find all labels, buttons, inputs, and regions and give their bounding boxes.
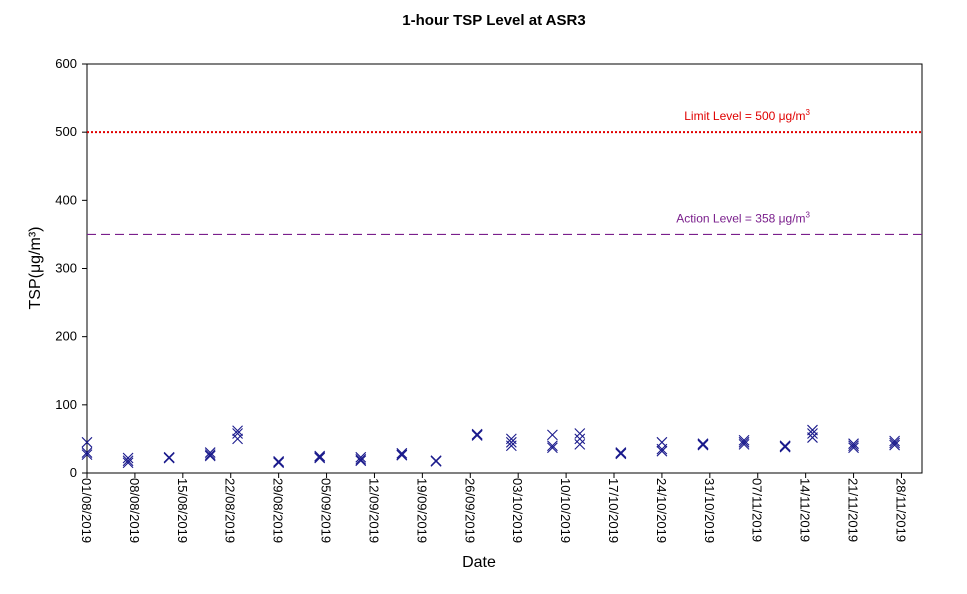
data-point (81, 449, 93, 460)
y-tick-label: 600 (55, 56, 77, 71)
data-point (574, 428, 586, 439)
x-tick-label: 28/11/2019 (893, 478, 908, 542)
data-point (471, 430, 483, 441)
data-point (314, 452, 326, 464)
reference-line-label: Limit Level = 500 μg/m3 (684, 108, 810, 123)
x-tick-label: 17/10/2019 (606, 478, 621, 543)
y-tick-label: 500 (55, 124, 77, 139)
data-point (807, 424, 818, 436)
x-tick-label: 08/08/2019 (127, 478, 142, 543)
data-points (81, 424, 901, 469)
data-point (122, 452, 134, 464)
data-point (204, 450, 216, 462)
data-point (355, 455, 367, 467)
data-point (807, 428, 818, 439)
data-point (889, 437, 901, 449)
data-point (204, 449, 216, 460)
data-point (848, 442, 859, 454)
data-point (738, 434, 750, 446)
data-point (355, 451, 367, 463)
data-point (889, 435, 901, 447)
x-axis: 01/08/2019 08/08/2019 15/08/2019 22/08/2019… (79, 473, 908, 543)
x-tick-label: 29/08/2019 (271, 478, 286, 543)
data-point (807, 432, 818, 443)
data-point (697, 438, 709, 450)
data-point (163, 452, 175, 464)
data-point (471, 428, 483, 440)
data-point (273, 456, 285, 468)
x-tick-label: 26/09/2019 (462, 478, 477, 543)
data-point (314, 450, 326, 462)
data-point (122, 455, 134, 467)
data-point (396, 447, 408, 459)
data-point (848, 438, 859, 450)
x-tick-label: 14/11/2019 (798, 478, 813, 542)
chart-title: 1-hour TSP Level at ASR3 (402, 12, 585, 29)
data-point (122, 457, 134, 469)
reference-line-label-text: Limit Level = 500 μg/m (684, 109, 805, 123)
data-point (232, 428, 243, 439)
x-tick-label: 19/09/2019 (414, 478, 429, 543)
data-point (355, 453, 367, 465)
data-point (232, 433, 243, 445)
y-tick-label: 200 (55, 329, 77, 344)
x-tick-label: 07/11/2019 (750, 478, 765, 542)
y-axis: 0 100 200 300 400 500 600 (55, 56, 87, 480)
x-tick-label: 12/09/2019 (366, 478, 381, 543)
x-tick-label: 21/11/2019 (846, 478, 861, 542)
x-tick-label: 10/10/2019 (558, 478, 573, 543)
plot-area (86, 63, 923, 474)
data-point (81, 447, 93, 458)
data-point (779, 441, 791, 452)
x-tick-label: 05/09/2019 (319, 478, 334, 543)
data-point (547, 429, 558, 441)
data-point (656, 443, 668, 455)
data-point (204, 447, 216, 458)
data-point (232, 425, 243, 437)
data-point (547, 442, 558, 454)
data-point (574, 438, 586, 450)
y-tick-label: 300 (55, 261, 77, 276)
x-tick-label: 03/10/2019 (510, 478, 525, 543)
reference-line-label-sup: 3 (806, 108, 811, 117)
x-tick-label: 01/08/2019 (79, 478, 94, 543)
x-tick-label: 22/08/2019 (223, 478, 238, 543)
data-point (738, 436, 750, 448)
data-point (615, 447, 627, 459)
x-axis-title: Date (462, 554, 496, 571)
reference-line-label: Action Level = 358 μg/m3 (676, 210, 810, 225)
data-point (430, 455, 442, 467)
reference-line-label-sup: 3 (806, 210, 811, 219)
data-point (656, 445, 668, 457)
data-point (547, 440, 558, 452)
y-tick-label: 400 (55, 192, 77, 207)
data-point (574, 433, 586, 445)
data-point (396, 449, 408, 461)
data-point (848, 440, 859, 452)
data-point (505, 440, 517, 452)
y-tick-label: 0 (70, 465, 77, 480)
x-tick-label: 15/08/2019 (175, 478, 190, 543)
data-point (81, 436, 93, 448)
x-tick-label: 31/10/2019 (702, 478, 717, 543)
data-point (738, 438, 750, 450)
y-axis-title: TSP(μg/m³) (27, 227, 44, 310)
x-tick-label: 24/10/2019 (654, 478, 669, 543)
reference-line-label-text: Action Level = 358 μg/m (676, 211, 805, 225)
data-point (505, 436, 517, 448)
y-tick-label: 100 (55, 397, 77, 412)
data-point (889, 439, 901, 451)
